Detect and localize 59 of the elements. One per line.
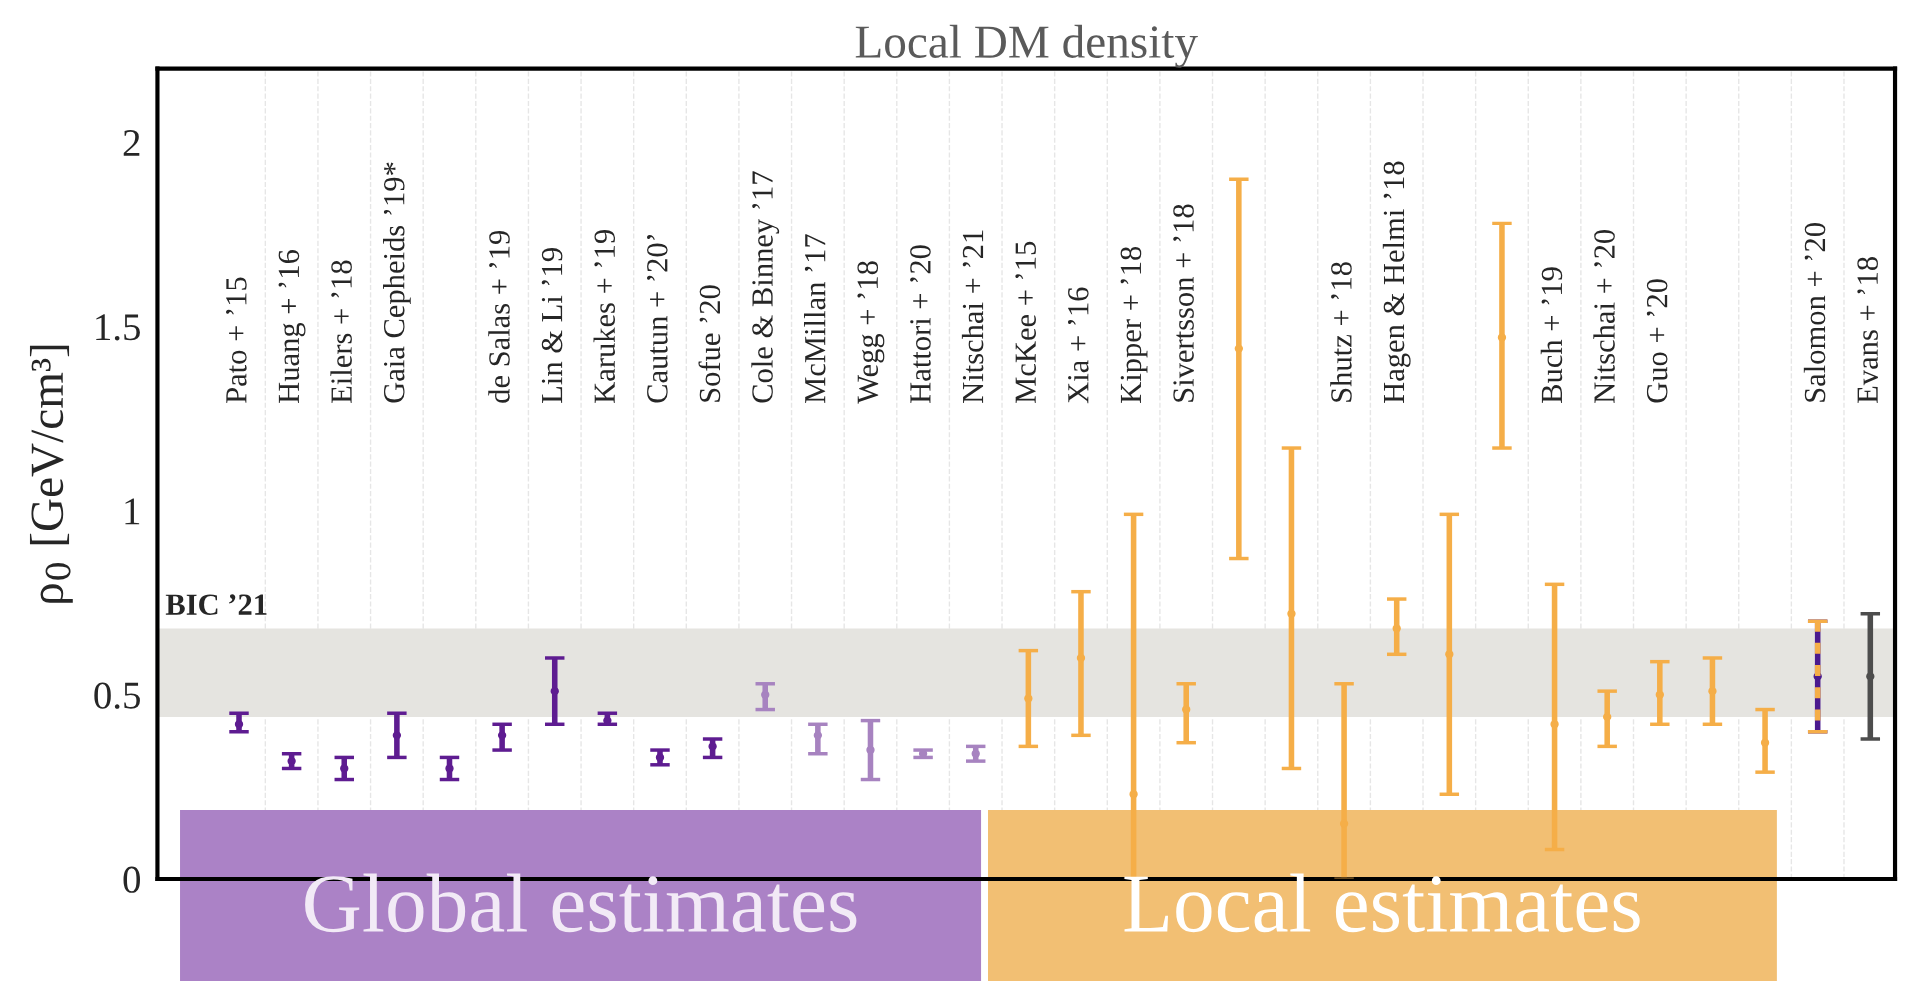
point — [1445, 650, 1454, 659]
point — [1287, 609, 1296, 618]
point — [340, 764, 349, 773]
y-tick-label: 1 — [125, 498, 140, 525]
x-tick-label: Huang + ’16 — [278, 250, 306, 403]
x-tick-label: Evans + ’18 — [1857, 257, 1878, 403]
x-tick-label: Sofue ’20 — [698, 285, 721, 402]
point — [1603, 712, 1612, 722]
point — [761, 690, 770, 699]
x-tick-label: Wegg + ’18 — [857, 261, 885, 404]
x-tick-label: Shutz + ’18 — [1330, 262, 1352, 402]
y-tick-label: 1.5 — [96, 314, 140, 341]
x-tick-label: Eilers + ’18 — [330, 260, 352, 403]
point — [1392, 624, 1401, 633]
chart-title: Local DM density — [855, 24, 1198, 68]
x-tick-label: Lin & Li ’19 — [541, 248, 563, 403]
x-tick-label: Buch + ’19 — [1540, 267, 1563, 403]
x-tick-label: Cole & Binney ’17 — [751, 171, 780, 403]
y-tick-label: 0 — [123, 866, 140, 893]
x-tick-label: McKee + ’15 — [1015, 241, 1036, 403]
x-tick-label: Cautun + ’20’ — [647, 235, 668, 403]
point — [708, 742, 717, 751]
point — [1866, 672, 1875, 681]
annotation: Global estimates — [305, 873, 857, 933]
x-tick-label: Hattori + ’20 — [910, 245, 931, 403]
point — [1234, 344, 1244, 353]
point — [1182, 705, 1191, 714]
x-tick-label: Nitschai + ’21 — [961, 230, 984, 403]
x-tick-label: Karukes + ’19 — [593, 230, 616, 403]
point — [1076, 653, 1086, 663]
y-tick-label: 2 — [123, 130, 140, 156]
band-label: BIC ’21 — [165, 594, 267, 615]
point — [813, 731, 823, 740]
x-tick-label: Kipper + ’18 — [1120, 246, 1148, 403]
point — [392, 731, 402, 740]
x-tick-label: Pato + ’15 — [226, 277, 247, 403]
x-tick-label: Guo + ’20 — [1646, 279, 1668, 403]
point — [234, 720, 244, 729]
point — [497, 731, 507, 740]
point — [445, 764, 454, 773]
x-tick-label: Xia + ’16 — [1068, 287, 1089, 404]
x-tick-label: Hagen & Helmi ’18 — [1382, 161, 1411, 403]
x-tick-label: Sivertsson + ’18 — [1173, 204, 1194, 402]
y-axis-title: ρ$_{0}$ [GeV/cm³] — [29, 345, 73, 603]
x-tick-label: de Salas + ’19 — [488, 230, 510, 403]
point — [1655, 690, 1664, 699]
x-tick-label: Nitschai + ’20 — [1593, 229, 1615, 403]
x-tick-label: Gaia Cepheids ’19* — [383, 162, 411, 403]
annotation: Local estimates — [1124, 873, 1640, 933]
y-tick-label: 0.5 — [94, 682, 140, 709]
point — [1550, 720, 1559, 729]
point — [1339, 819, 1349, 828]
x-tick-label: McMillan ’17 — [804, 234, 826, 403]
point — [1760, 738, 1770, 747]
point — [1497, 333, 1507, 342]
point — [971, 749, 980, 758]
point — [1024, 694, 1033, 703]
x-tick-label: Salomon + ’20 — [1803, 223, 1826, 402]
point — [1129, 790, 1138, 799]
